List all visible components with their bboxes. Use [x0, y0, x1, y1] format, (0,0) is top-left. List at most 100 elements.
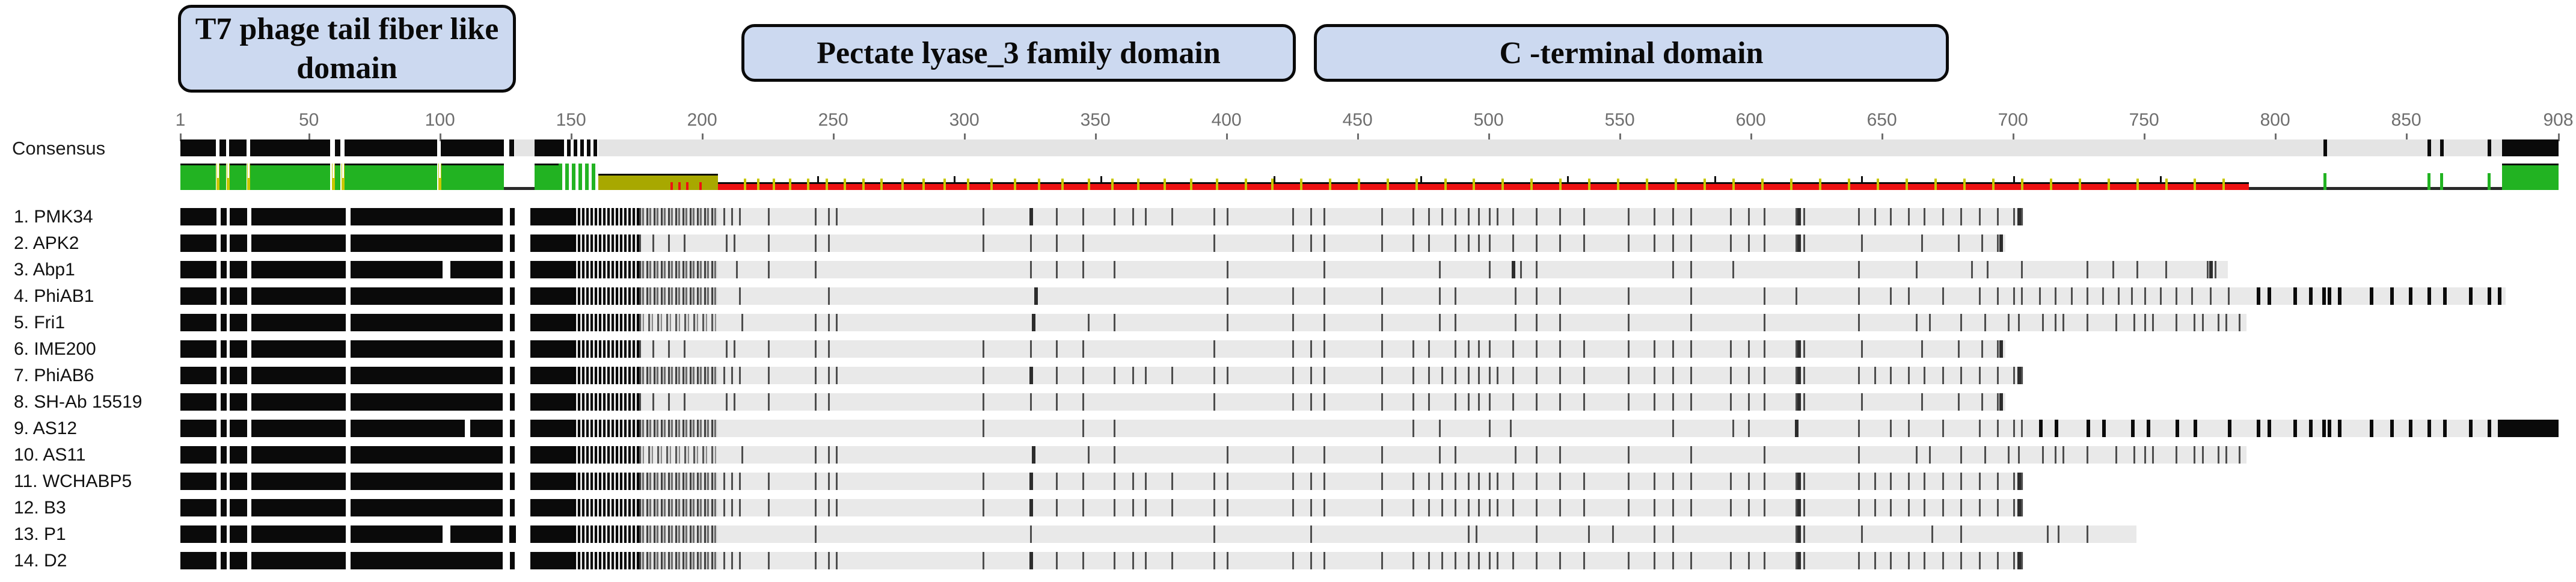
row-black-segment	[251, 261, 346, 278]
row-tick	[1488, 420, 1491, 437]
identity-zero-line	[504, 187, 535, 190]
row-tick	[1132, 367, 1134, 384]
row-tick	[1583, 208, 1585, 225]
row-black-tick	[2338, 420, 2342, 437]
row-black-segment	[229, 261, 248, 278]
row-tick	[1559, 340, 1562, 358]
identity-green-spike	[2323, 173, 2327, 190]
row-tick	[731, 473, 733, 490]
row-tick	[1029, 234, 1032, 252]
row-black-segment	[229, 287, 248, 305]
row-tick	[1454, 446, 1456, 464]
row-tick	[1960, 314, 1963, 331]
row-bar-background	[574, 208, 2024, 225]
row-tick	[684, 340, 686, 358]
row-tick-heavy	[1797, 367, 1802, 384]
row-black-segment	[510, 261, 515, 278]
row-bar-background	[574, 314, 2246, 331]
row-tick	[1654, 499, 1656, 516]
row-tick	[1795, 473, 1797, 490]
identity-yellow-spike	[1617, 179, 1620, 190]
row-tick	[1942, 499, 1944, 516]
row-tick	[1924, 367, 1926, 384]
row-black-segment	[251, 420, 346, 437]
row-tick	[1536, 314, 1538, 331]
row-tick	[767, 499, 770, 516]
row-tick	[2175, 446, 2177, 464]
identity-gap-notch-white	[217, 164, 219, 178]
row-black-segment	[530, 499, 574, 516]
row-bar-background	[574, 234, 2005, 252]
row-tick	[1654, 340, 1656, 358]
row-tick	[1997, 393, 1999, 411]
identity-yellow-spike	[1559, 179, 1562, 190]
row-tick	[731, 367, 733, 384]
row-black-segment	[351, 208, 503, 225]
row-tick	[1292, 234, 1294, 252]
row-tick	[815, 367, 817, 384]
row-tick	[815, 208, 817, 225]
row-tick	[1889, 499, 1892, 516]
row-tick	[1997, 552, 1999, 569]
row-tick	[1478, 552, 1480, 569]
row-tick	[2086, 446, 2088, 464]
row-black-segment	[229, 473, 248, 490]
row-black-tick	[2130, 420, 2135, 437]
row-tick	[2013, 208, 2015, 225]
row-tick	[1467, 499, 1470, 516]
row-tick	[1310, 367, 1313, 384]
row-tick	[1874, 552, 1876, 569]
row-tick-heavy	[1029, 208, 1033, 225]
consensus-stripe-region	[560, 139, 599, 156]
identity-yellow-spike	[1271, 179, 1274, 190]
row-black-segment	[220, 393, 227, 411]
row-tick	[983, 420, 985, 437]
row-tick	[1908, 367, 1910, 384]
row-tick	[1381, 393, 1383, 411]
identity-yellow-spike	[1704, 179, 1707, 190]
row-tick	[1520, 261, 1522, 278]
row-tick	[1114, 261, 1116, 278]
row-tick	[1512, 340, 1514, 358]
row-tick	[1627, 208, 1630, 225]
row-tick	[1978, 552, 1981, 569]
ruler-tick	[1094, 133, 1097, 141]
row-tick	[2013, 473, 2015, 490]
row-tick	[983, 340, 985, 358]
row-tick	[836, 499, 838, 516]
row-black-tick	[2390, 420, 2394, 437]
row-tick	[1478, 473, 1480, 490]
row-tick	[983, 208, 985, 225]
row-tick	[1803, 552, 1805, 569]
row-tick	[1412, 420, 1415, 437]
row-tick	[1960, 552, 1963, 569]
row-tick	[1515, 314, 1517, 331]
row-tick	[1748, 234, 1750, 252]
row-tick	[1454, 473, 1456, 490]
row-tick-heavy	[1797, 552, 1802, 569]
row-tick	[1438, 287, 1441, 305]
row-stripe-region	[574, 208, 639, 225]
row-tick	[1803, 208, 1805, 225]
row-tick	[836, 208, 838, 225]
row-tick	[1171, 552, 1174, 569]
identity-green-segment	[335, 164, 340, 190]
row-tick	[1428, 208, 1431, 225]
ruler-label: 50	[298, 110, 319, 130]
row-black-segment	[220, 552, 227, 569]
row-tick	[1860, 340, 1863, 358]
row-stripe-region	[574, 420, 639, 437]
row-tick	[738, 499, 741, 516]
row-tick	[1627, 473, 1630, 490]
row-tick-heavy	[2017, 499, 2022, 516]
identity-yellow-spike	[1087, 179, 1090, 190]
row-tick-heavy	[1797, 234, 1802, 252]
row-tick	[1323, 314, 1325, 331]
row-tick	[2144, 446, 2146, 464]
row-tick	[1942, 287, 1944, 305]
row-tick	[815, 525, 817, 543]
row-tick	[1478, 340, 1480, 358]
row-tick-heavy	[1999, 340, 2003, 358]
row-tick-heavy	[1797, 525, 1802, 543]
row-label: 12. B3	[14, 498, 66, 518]
